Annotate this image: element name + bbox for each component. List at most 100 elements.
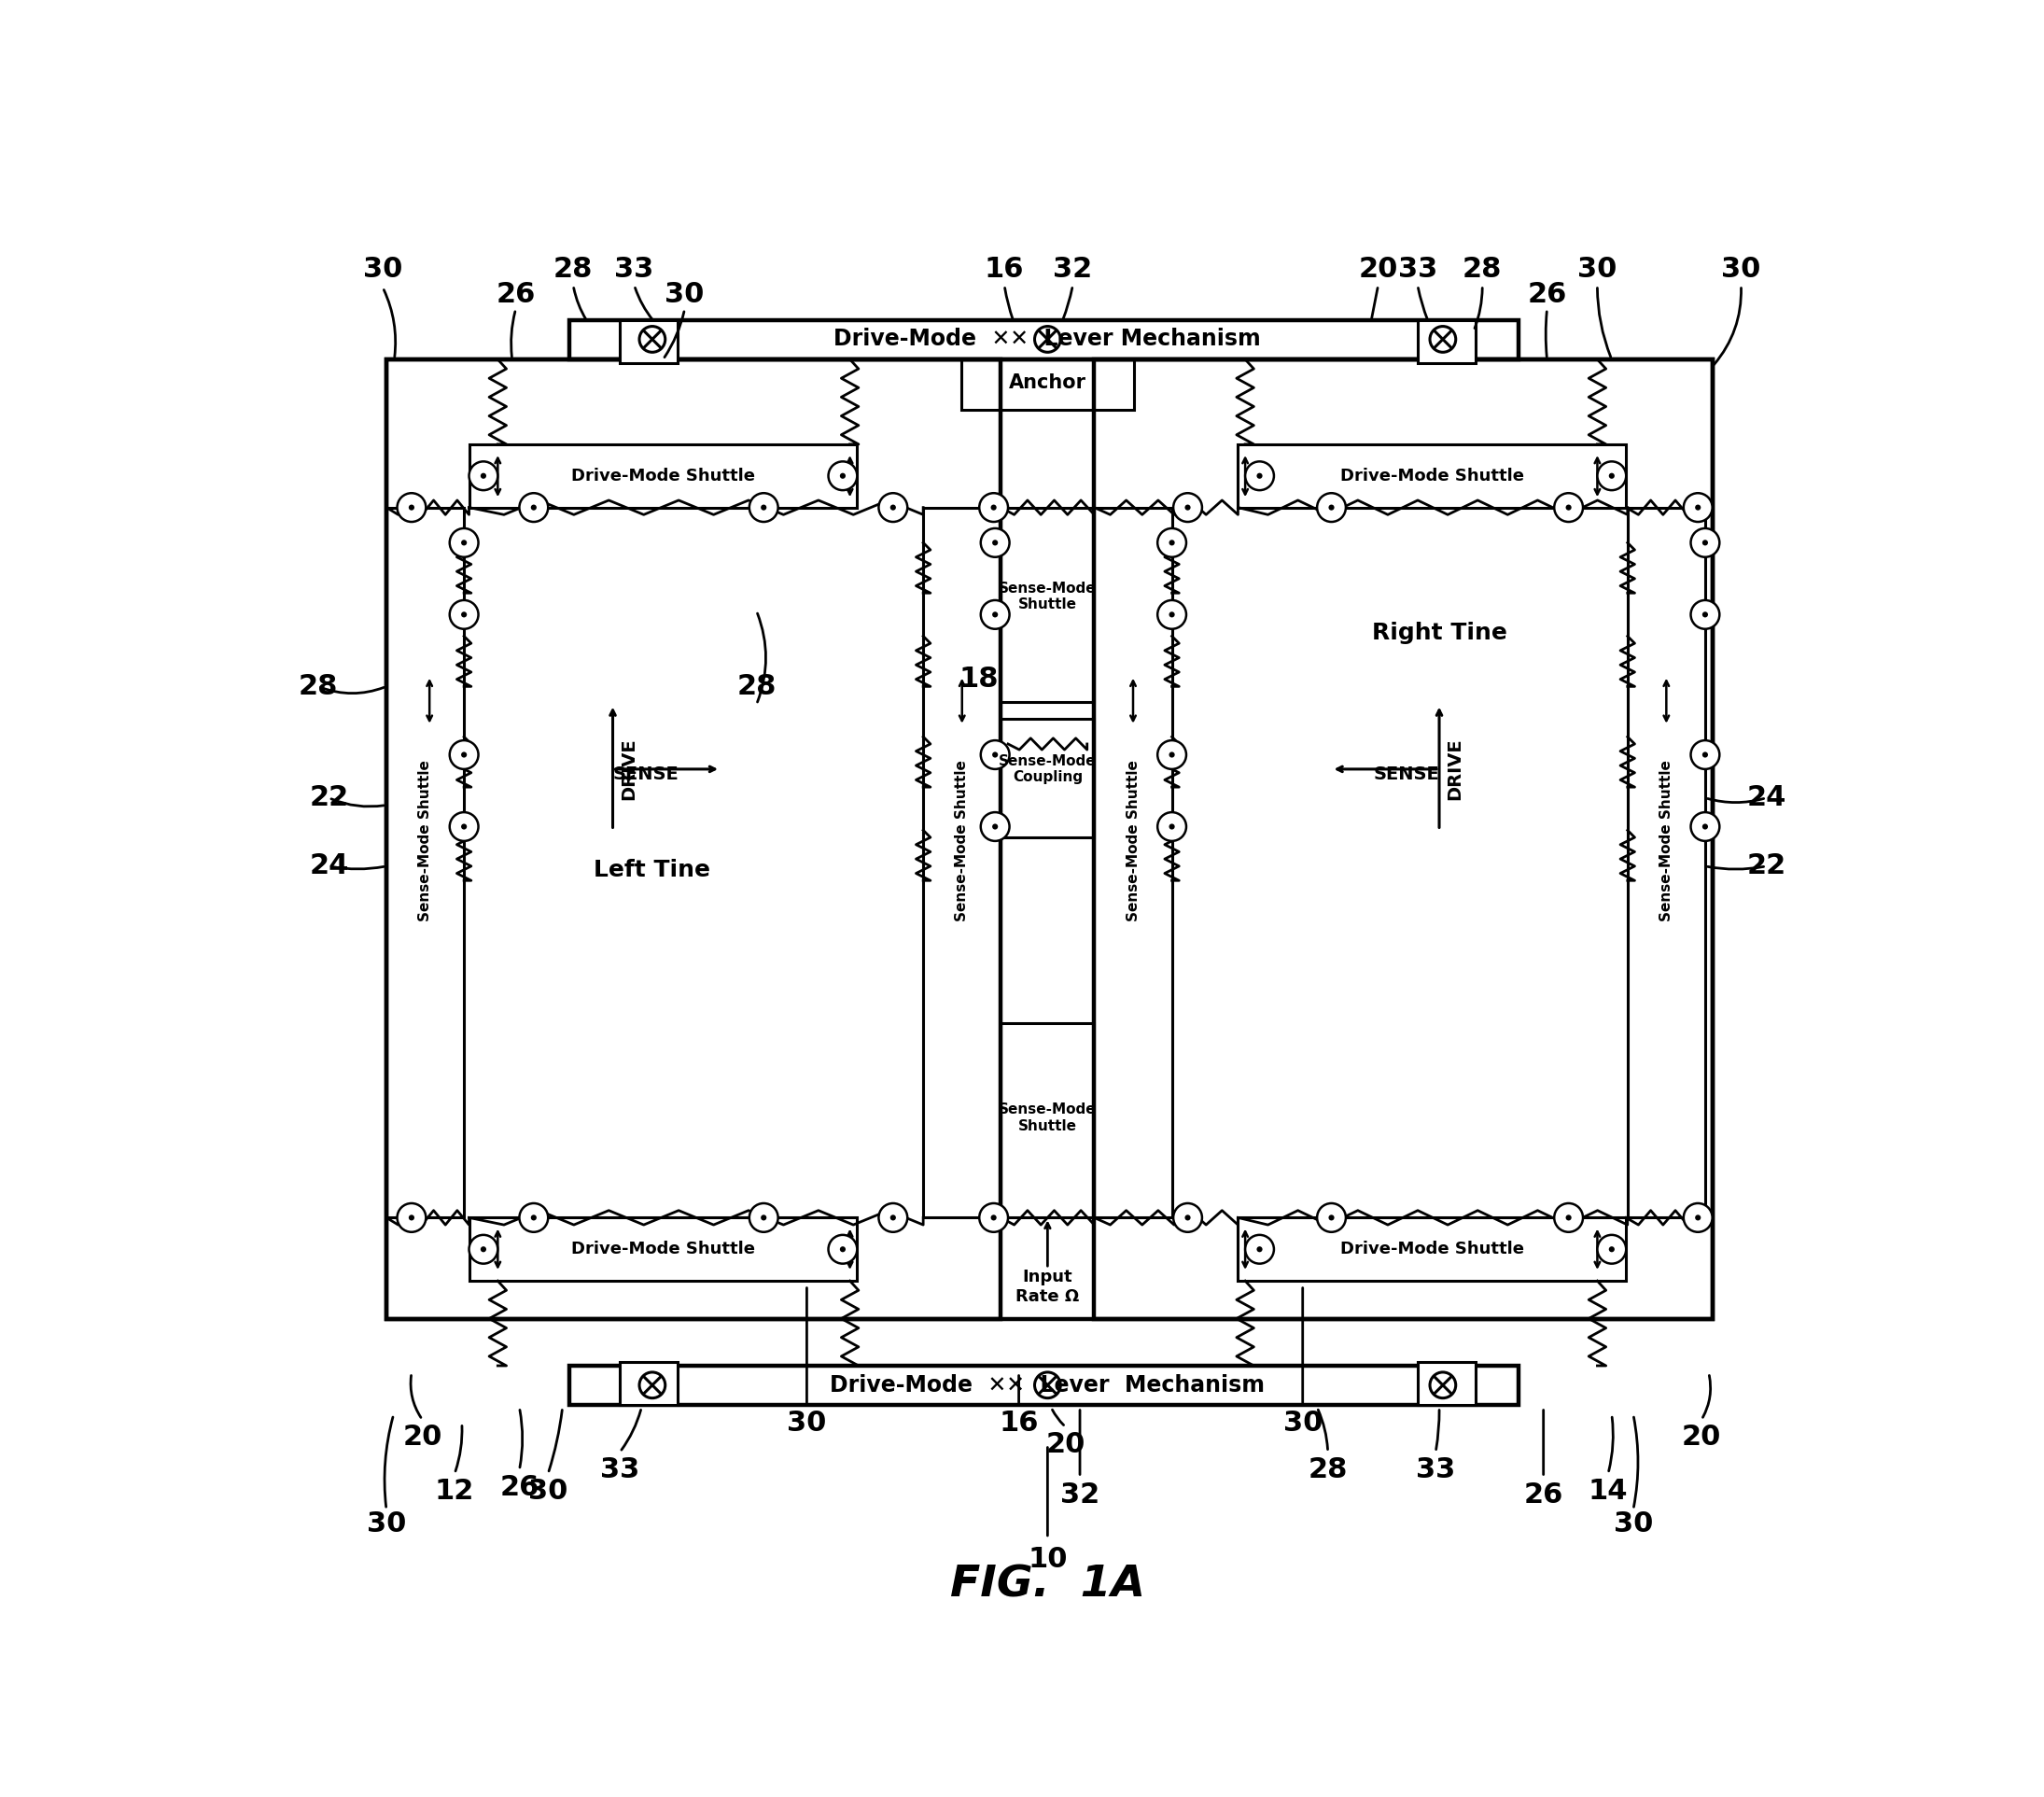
Bar [386, 359, 1002, 1319]
Text: 16: 16 [1000, 1409, 1038, 1438]
Circle shape [750, 492, 779, 521]
Bar [386, 359, 1713, 1319]
Text: Sense-Mode
Shuttle: Sense-Mode Shuttle [1000, 582, 1096, 611]
Bar [468, 444, 856, 507]
Circle shape [991, 505, 997, 510]
Circle shape [828, 1235, 856, 1263]
Text: 24: 24 [309, 852, 350, 881]
Text: Drive-Mode  ✕✕  Lever Mechanism: Drive-Mode ✕✕ Lever Mechanism [834, 329, 1261, 350]
Circle shape [1703, 611, 1709, 618]
Circle shape [1329, 505, 1335, 510]
Bar [1002, 1024, 1094, 1218]
Circle shape [1694, 1215, 1701, 1220]
Text: 30: 30 [1721, 255, 1760, 284]
Circle shape [1329, 1215, 1335, 1220]
Circle shape [1703, 539, 1709, 546]
Circle shape [450, 740, 478, 769]
Circle shape [468, 1235, 499, 1263]
Circle shape [981, 812, 1010, 841]
Bar [1002, 719, 1094, 837]
Circle shape [1566, 505, 1572, 510]
Text: Sense-Mode
Coupling: Sense-Mode Coupling [1000, 755, 1096, 783]
Circle shape [1609, 1247, 1615, 1253]
Text: Drive-Mode Shuttle: Drive-Mode Shuttle [570, 467, 754, 483]
Text: Drive-Mode  ✕✕  Lever  Mechanism: Drive-Mode ✕✕ Lever Mechanism [830, 1375, 1265, 1396]
Text: 28: 28 [554, 255, 593, 284]
Text: Left Tine: Left Tine [595, 859, 711, 881]
Circle shape [1316, 1204, 1345, 1233]
Bar [386, 507, 464, 1218]
Circle shape [991, 611, 997, 618]
Bar [1094, 359, 1713, 1319]
Text: 26: 26 [497, 280, 536, 309]
Bar [468, 1218, 856, 1281]
Circle shape [450, 528, 478, 557]
Bar [1419, 1362, 1476, 1405]
Circle shape [1431, 1373, 1455, 1398]
Bar [570, 320, 1519, 359]
Bar [570, 1366, 1519, 1405]
Text: 18: 18 [959, 665, 1000, 694]
Bar [619, 320, 677, 363]
Circle shape [1596, 462, 1627, 491]
Circle shape [1431, 327, 1455, 352]
Text: 30: 30 [664, 280, 705, 309]
Circle shape [531, 505, 538, 510]
Circle shape [879, 1204, 908, 1233]
Circle shape [480, 473, 486, 478]
Circle shape [1157, 528, 1186, 557]
Circle shape [1566, 1215, 1572, 1220]
Circle shape [1169, 823, 1175, 830]
Circle shape [640, 1373, 664, 1398]
Circle shape [519, 492, 548, 521]
Circle shape [1690, 528, 1719, 557]
Circle shape [397, 492, 425, 521]
Circle shape [979, 1204, 1008, 1233]
Circle shape [1553, 1204, 1582, 1233]
Circle shape [1173, 492, 1202, 521]
Text: DRIVE: DRIVE [619, 739, 638, 800]
Circle shape [1157, 740, 1186, 769]
Circle shape [760, 1215, 766, 1220]
Circle shape [1169, 611, 1175, 618]
Text: 32: 32 [1061, 1481, 1100, 1509]
Circle shape [840, 1247, 846, 1253]
Text: 24: 24 [1746, 783, 1786, 812]
Circle shape [1690, 812, 1719, 841]
Circle shape [409, 505, 415, 510]
Circle shape [462, 539, 466, 546]
Text: Drive-Mode Shuttle: Drive-Mode Shuttle [1341, 1242, 1525, 1258]
Circle shape [828, 462, 856, 491]
Bar [1419, 320, 1476, 363]
Circle shape [450, 600, 478, 629]
Circle shape [1596, 1235, 1627, 1263]
Circle shape [450, 812, 478, 841]
Circle shape [1157, 812, 1186, 841]
Circle shape [1694, 505, 1701, 510]
Circle shape [640, 327, 664, 352]
Text: 26: 26 [1527, 280, 1568, 309]
Circle shape [1034, 327, 1061, 352]
Text: Input
Rate Ω: Input Rate Ω [1016, 1269, 1079, 1305]
Circle shape [480, 1247, 486, 1253]
Text: 33: 33 [1416, 1456, 1455, 1484]
Circle shape [889, 1215, 895, 1220]
Circle shape [1186, 505, 1190, 510]
Text: 30: 30 [364, 255, 403, 284]
Circle shape [462, 751, 466, 758]
Circle shape [760, 505, 766, 510]
Circle shape [468, 462, 499, 491]
Circle shape [397, 1204, 425, 1233]
Circle shape [409, 1215, 415, 1220]
Circle shape [1703, 751, 1709, 758]
Text: Sense-Mode Shuttle: Sense-Mode Shuttle [1660, 760, 1674, 922]
Text: 22: 22 [1746, 852, 1786, 881]
Text: Sense-Mode Shuttle: Sense-Mode Shuttle [1126, 760, 1141, 922]
Text: Sense-Mode Shuttle: Sense-Mode Shuttle [419, 760, 431, 922]
Text: DRIVE: DRIVE [1447, 739, 1464, 800]
Text: 20: 20 [1359, 255, 1398, 284]
Bar [1627, 507, 1705, 1218]
Circle shape [1034, 1373, 1061, 1398]
Text: SENSE: SENSE [613, 766, 679, 783]
Circle shape [750, 1204, 779, 1233]
